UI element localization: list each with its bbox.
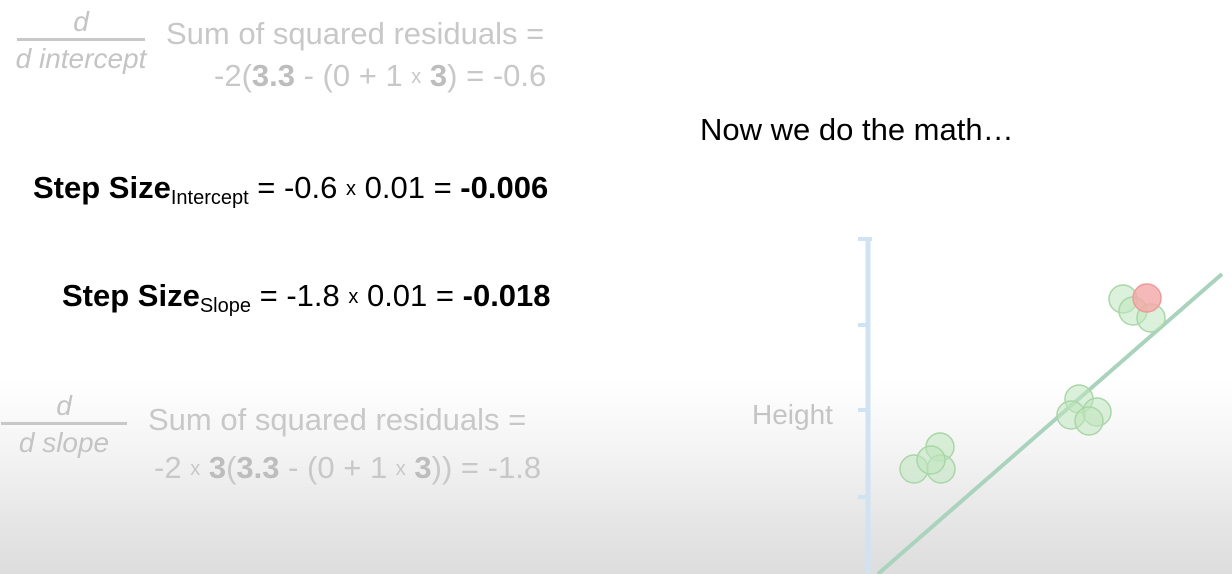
- fraction-numerator: d: [73, 6, 89, 37]
- data-points: [899, 284, 1166, 484]
- y-axis: [858, 237, 872, 574]
- slope-derivative-label: Sum of squared residuals =: [148, 402, 527, 437]
- data-point: [1074, 406, 1104, 436]
- intercept-derivative-label: Sum of squared residuals =: [166, 16, 545, 51]
- fraction-bar: [1, 422, 127, 425]
- intercept-derivative-fraction: d d intercept: [4, 8, 158, 73]
- step-size-slope: Step SizeSlope = -1.8 x 0.01 = -0.018: [62, 278, 551, 317]
- fitted-line: [876, 272, 1224, 574]
- fraction-bar: [17, 38, 145, 41]
- narration-text: Now we do the math…: [700, 112, 1014, 147]
- y-axis-label: Height: [752, 399, 833, 430]
- fraction-denominator: d intercept: [15, 43, 147, 74]
- slope-derivative-expression: -2 x 3(3.3 - (0 + 1 x 3)) = -1.8: [154, 450, 542, 485]
- highlighted-data-point: [1132, 283, 1162, 313]
- slope-derivative-fraction: d d slope: [0, 392, 128, 457]
- intercept-derivative-expression: -2(3.3 - (0 + 1 x 3) = -0.6: [214, 58, 547, 93]
- data-point: [916, 445, 946, 475]
- step-size-intercept: Step SizeIntercept = -0.6 x 0.01 = -0.00…: [33, 170, 549, 209]
- fraction-numerator: d: [56, 390, 72, 421]
- fraction-denominator: d slope: [18, 427, 110, 458]
